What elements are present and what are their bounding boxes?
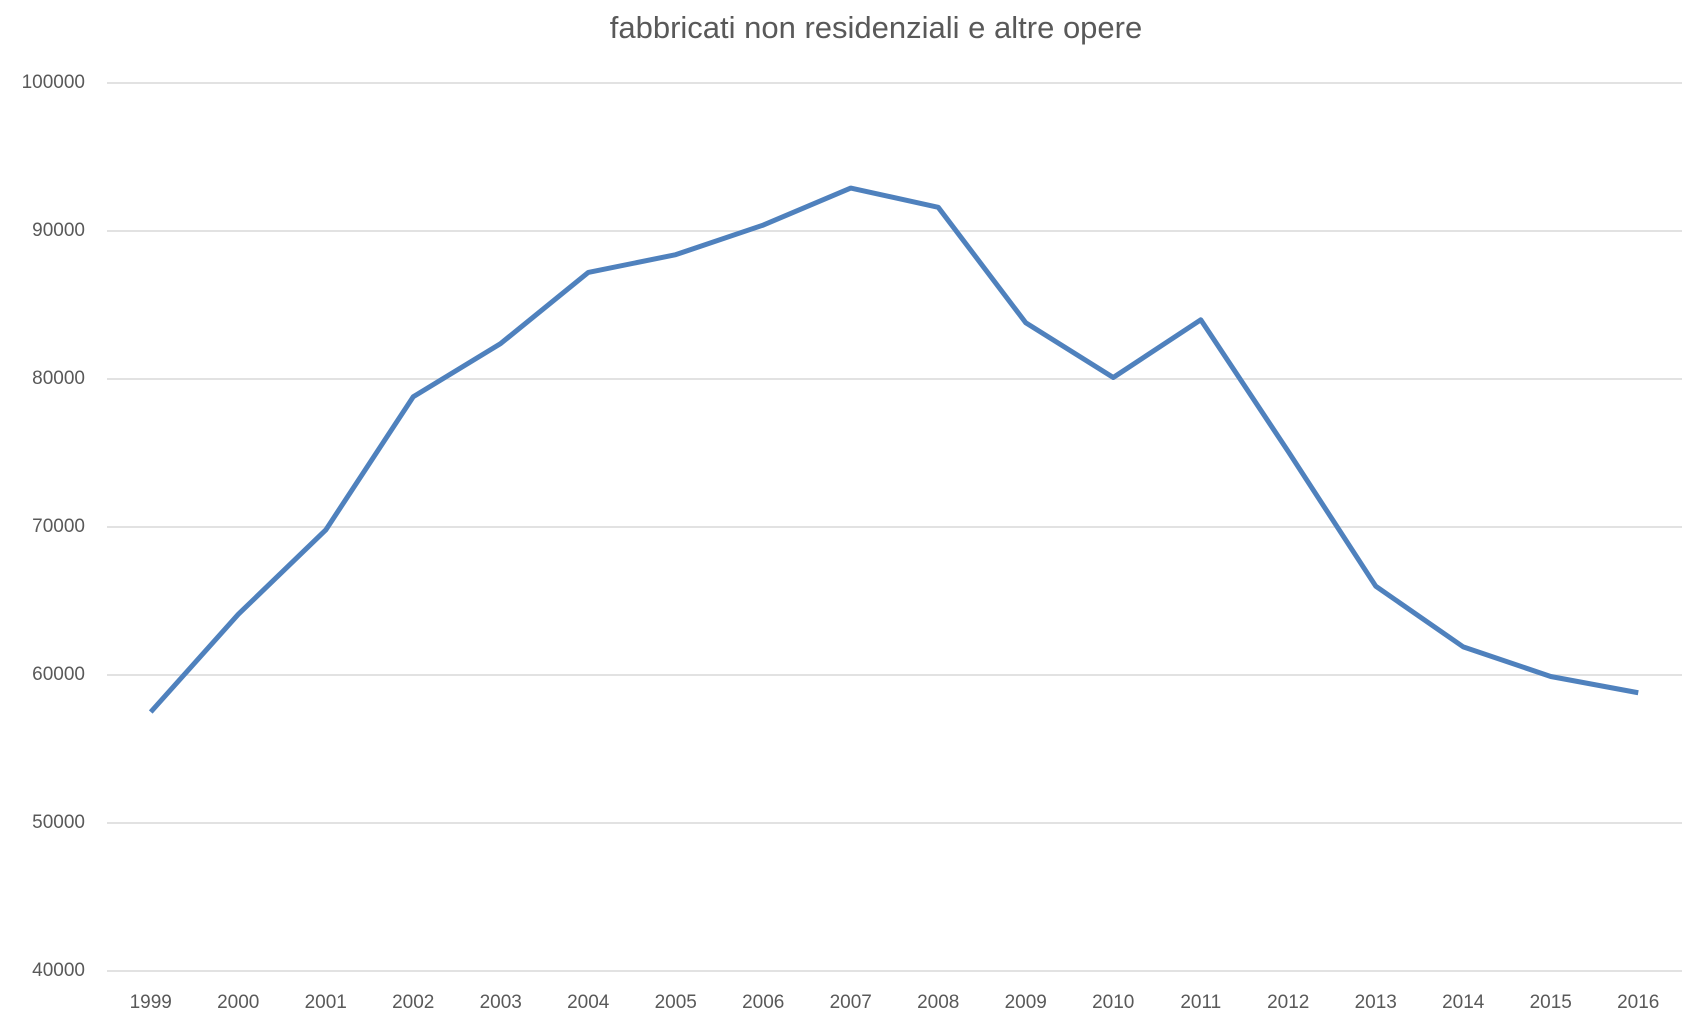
y-tick-label: 50000 xyxy=(32,812,85,833)
data-line xyxy=(148,185,1639,714)
x-tick-label: 2010 xyxy=(1092,992,1134,1013)
x-tick-label: 2009 xyxy=(1005,992,1047,1013)
x-tick-label: 2004 xyxy=(567,992,610,1013)
x-tick-label: 2002 xyxy=(392,992,434,1013)
x-tick-label: 2014 xyxy=(1442,992,1485,1013)
x-tick-label: 2016 xyxy=(1617,992,1659,1013)
x-tick-label: 2012 xyxy=(1267,992,1309,1013)
x-tick-label: 2007 xyxy=(830,992,872,1013)
y-tick-label: 100000 xyxy=(22,72,85,93)
x-tick-label: 2013 xyxy=(1355,992,1397,1013)
y-tick-label: 90000 xyxy=(32,220,85,241)
x-tick-label: 2005 xyxy=(655,992,697,1013)
chart-title: fabbricati non residenziali e altre oper… xyxy=(610,10,1142,45)
x-tick-label: 2003 xyxy=(480,992,522,1013)
x-tick-label: 2001 xyxy=(305,992,347,1013)
y-tick-label: 70000 xyxy=(32,516,85,537)
x-tick-label: 2008 xyxy=(917,992,959,1013)
y-tick-label: 60000 xyxy=(32,664,85,685)
x-tick-label: 1999 xyxy=(130,992,172,1013)
y-tick-label: 40000 xyxy=(32,960,85,981)
x-tick-label: 2006 xyxy=(742,992,784,1013)
x-tick-label: 2000 xyxy=(217,992,259,1013)
y-tick-label: 80000 xyxy=(32,368,85,389)
x-tick-label: 2015 xyxy=(1530,992,1572,1013)
x-tick-label: 2011 xyxy=(1180,992,1221,1013)
